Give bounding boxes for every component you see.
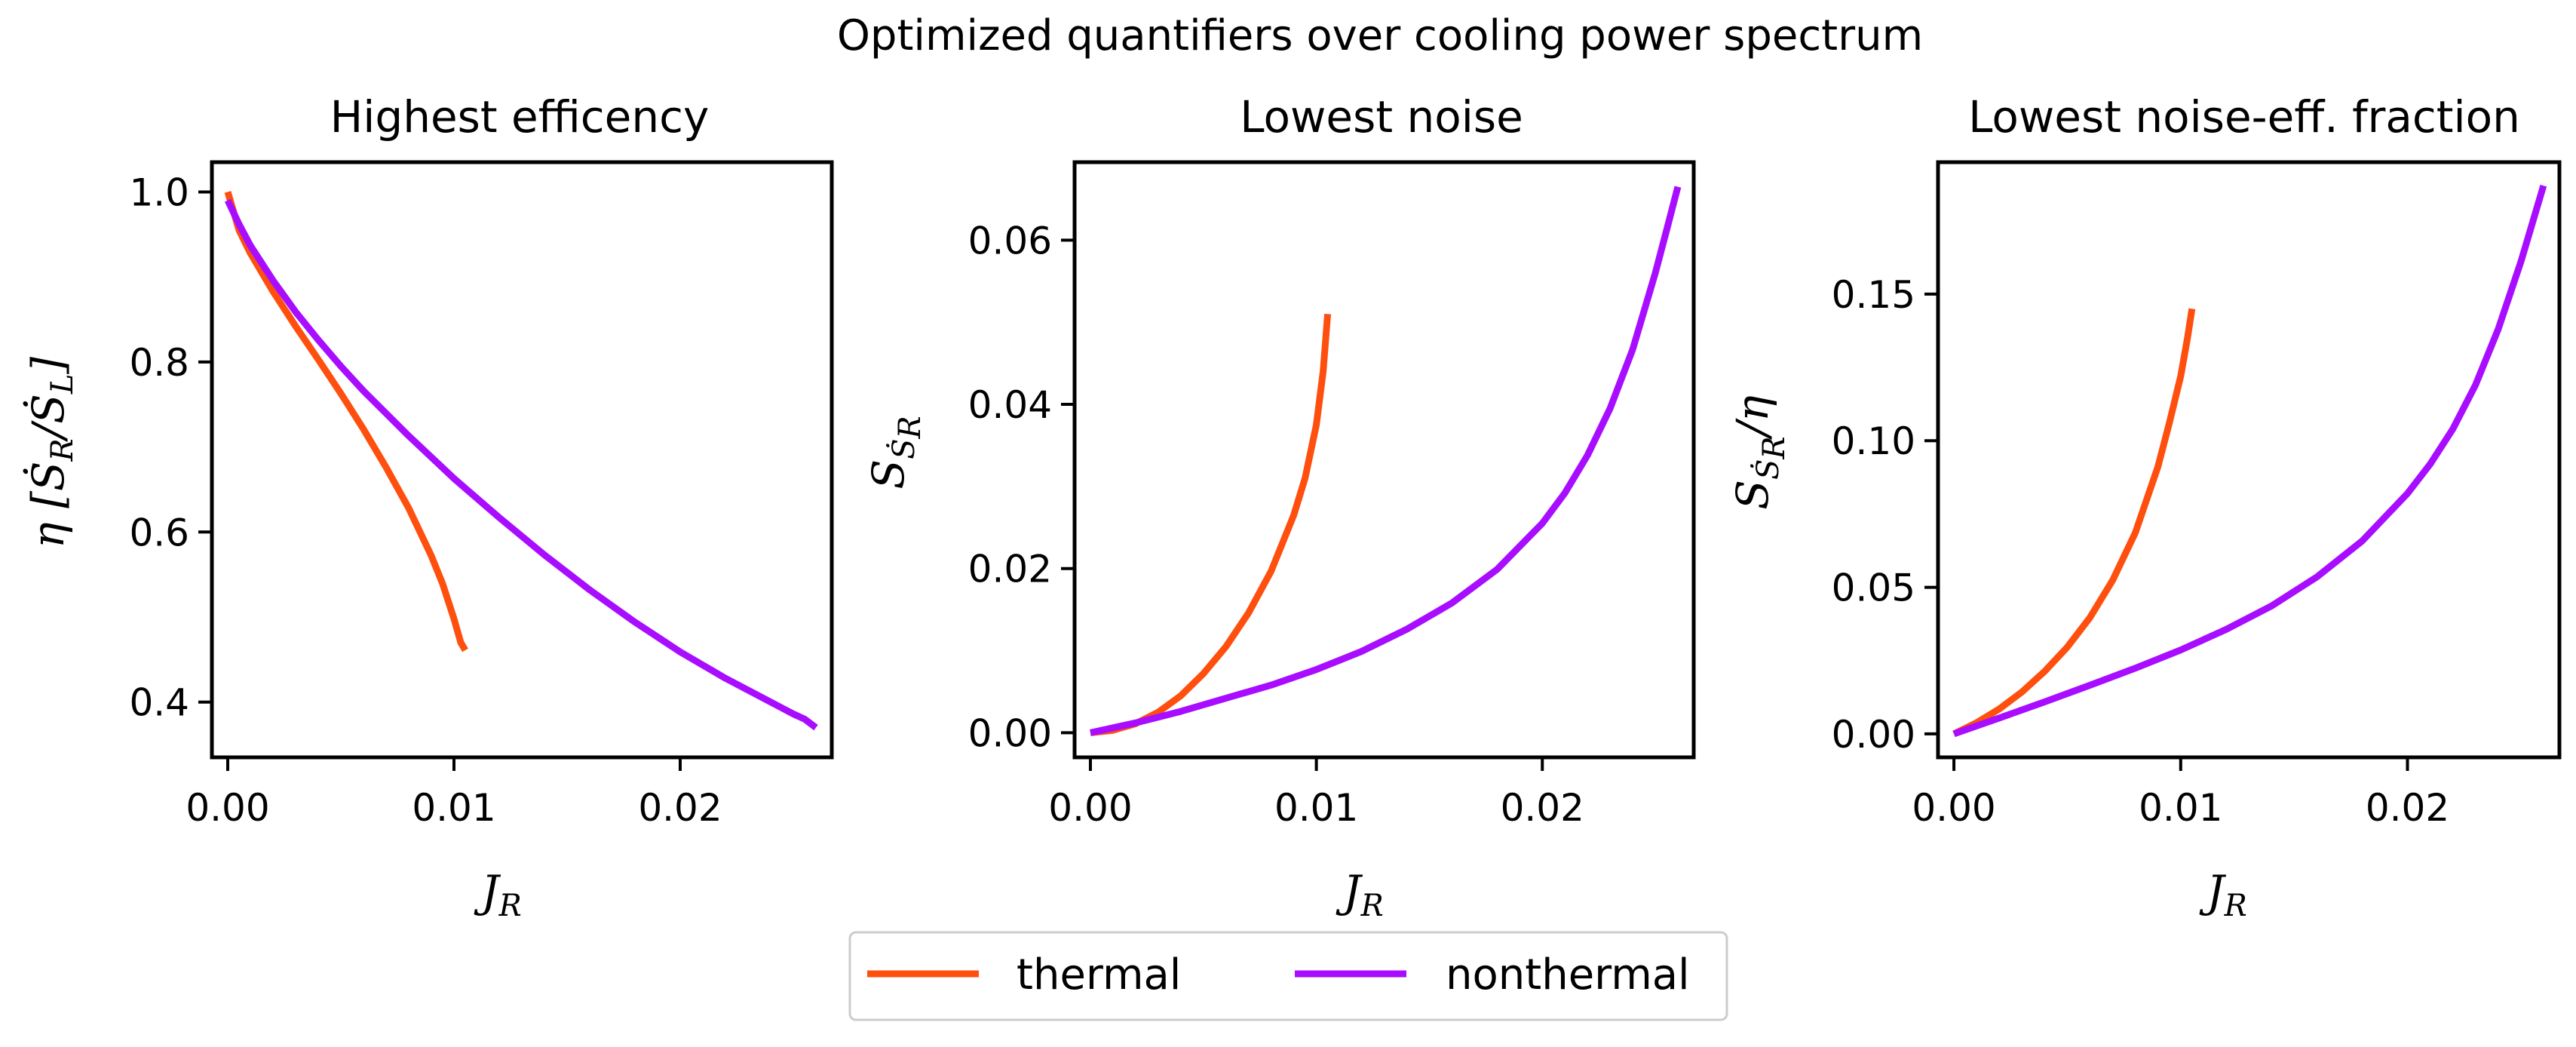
axes-frame: [210, 160, 834, 760]
series-line-nonthermal: [224, 198, 818, 731]
y-tick-label: 0.15: [1832, 273, 1915, 317]
x-tick-label: 0.02: [1501, 786, 1584, 830]
axes-frame: [1936, 160, 2562, 760]
y-tick-label: 0.06: [968, 219, 1052, 263]
y-tick-label: 0.8: [129, 341, 189, 385]
series-line-nonthermal: [1090, 186, 1682, 736]
panel-lowest-noise: Lowest noise 0.00 0.01 0.020.000.020.040.0…: [863, 91, 1696, 923]
y-tick-label: 0.6: [129, 511, 189, 554]
plot-area: 0.00 0.01 0.02 0.00 0.02 0.04 0.06: [968, 160, 1696, 830]
y-tick-label: 0.00: [968, 711, 1052, 755]
panel-title: Lowest noise-eff. fraction: [1968, 91, 2520, 143]
x-tick-label: 0.00: [186, 786, 269, 830]
axes-frame: [1072, 160, 1696, 760]
legend-label-nonthermal: nonthermal: [1446, 950, 1690, 999]
panel-title: Highest efficency: [330, 91, 710, 143]
y-tick-label: 0.4: [129, 681, 189, 725]
y-tick-label: 0.00: [1832, 713, 1915, 757]
legend-label-thermal: thermal: [1017, 950, 1181, 999]
x-tick-label: 0.02: [638, 786, 722, 830]
x-axis-label-text: JR: [2199, 866, 2246, 923]
x-axis-label: JR: [2199, 866, 2246, 923]
legend: thermal nonthermal: [848, 931, 1728, 1021]
x-axis-label-text: JR: [1336, 866, 1383, 923]
series-line-nonthermal: [1952, 184, 2547, 738]
plot-area: 0.00 0.01 0.02 0.4 0.6 0.8 1.0: [129, 160, 834, 830]
x-tick-label: 0.02: [2366, 786, 2449, 830]
x-axis-label: JR: [1336, 866, 1383, 923]
x-tick-label: 0.01: [1274, 786, 1358, 830]
y-tick-label: 0.10: [1832, 419, 1915, 463]
figure-title: Optimized quantifiers over cooling power…: [837, 11, 1923, 60]
x-tick-label: 0.00: [1912, 786, 1995, 830]
series-line-thermal: [1952, 308, 2196, 737]
y-tick-label: 0.04: [968, 383, 1052, 427]
panel-title: Lowest noise: [1240, 91, 1523, 143]
y-tick-label: 0.05: [1832, 566, 1915, 610]
plot-area: 0.00 0.01 0.02 0.00 0.05 0.10 0.15: [1832, 160, 2562, 830]
x-tick-label: 0.00: [1048, 786, 1132, 830]
legend-frame: [848, 931, 1728, 1021]
x-tick-label: 0.01: [2139, 786, 2222, 830]
y-tick-label: 0.02: [968, 548, 1052, 591]
y-tick-label: 1.0: [129, 170, 189, 214]
x-tick-label: 0.01: [412, 786, 495, 830]
series-line-thermal: [224, 191, 468, 652]
